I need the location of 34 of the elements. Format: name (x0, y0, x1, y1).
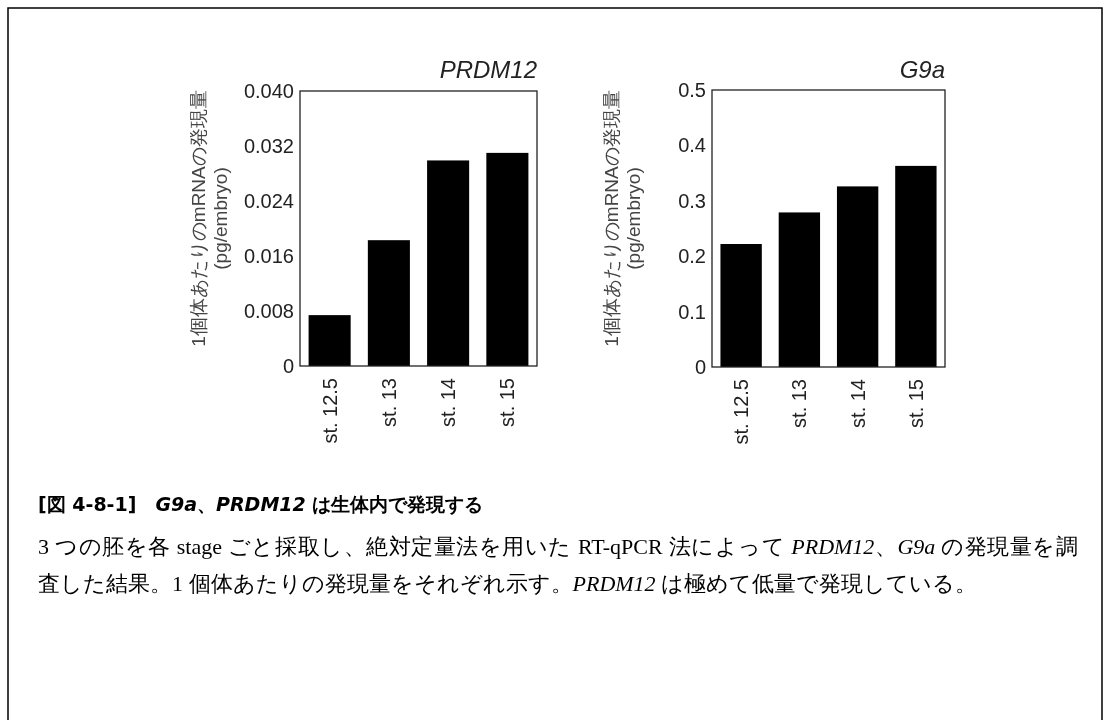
y-tick-label: 0.032 (243, 135, 294, 157)
text: 3 つの胚を各 stage ごと採取し、絶対定量法を用いた RT-qPCR 法によって PRDM12、G9a の発現量を調査した結果。1 個体あたりの発現量をそれぞれ示す。PRDM12 は極めて低量で発現している。 (38, 534, 1079, 596)
bar (308, 315, 351, 366)
y-axis-title: 1個体あたりのmRNAの発現量 (pg/embryo) (601, 90, 644, 347)
bar (367, 240, 410, 366)
bar (486, 152, 529, 366)
y-tick-label: 0.4 (678, 134, 706, 157)
y-tick-label: 0.1 (678, 300, 706, 323)
x-tick-label: st. 15 (496, 378, 519, 427)
bar (836, 186, 879, 367)
y-tick-label: 0.008 (243, 300, 294, 322)
y-tick-label: 0 (694, 356, 706, 378)
bar (720, 244, 762, 367)
bar (427, 160, 470, 366)
bar (895, 165, 937, 367)
bar (778, 212, 821, 367)
y-tick-label: 0.024 (243, 190, 294, 212)
x-tick-label: st. 12.5 (730, 379, 753, 445)
x-tick-label: st. 12.5 (318, 378, 341, 444)
x-tick-label: st. 14 (437, 378, 460, 427)
x-tick-label: st. 14 (846, 379, 869, 428)
y-tick-label: 0.2 (678, 245, 706, 268)
y-tick-label: 0.040 (243, 80, 294, 102)
chart-title: G9a (899, 56, 945, 83)
y-tick-label: 0 (282, 355, 294, 377)
text: [図 4-8-1] G9a、PRDM12 は生体内で発現する (38, 492, 485, 517)
y-tick-label: 0.5 (678, 79, 706, 101)
chart-title: PRDM12 (439, 56, 537, 83)
x-tick-label: st. 13 (377, 378, 400, 427)
y-axis-title: 1個体あたりのmRNAの発現量 (pg/embryo) (188, 90, 231, 347)
y-tick-label: 0.3 (678, 189, 706, 212)
x-tick-label: st. 15 (904, 379, 927, 428)
x-tick-label: st. 13 (788, 379, 811, 428)
y-tick-label: 0.016 (243, 245, 294, 267)
